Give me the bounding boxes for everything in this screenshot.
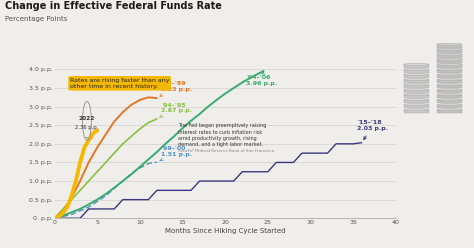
Ellipse shape bbox=[404, 63, 428, 65]
Text: 2.36 p.p.: 2.36 p.p. bbox=[75, 124, 99, 130]
FancyBboxPatch shape bbox=[437, 85, 462, 88]
Ellipse shape bbox=[437, 84, 462, 86]
Ellipse shape bbox=[437, 48, 462, 50]
FancyBboxPatch shape bbox=[437, 64, 462, 68]
Ellipse shape bbox=[437, 94, 462, 96]
FancyBboxPatch shape bbox=[437, 80, 462, 83]
FancyBboxPatch shape bbox=[404, 110, 428, 113]
FancyBboxPatch shape bbox=[437, 110, 462, 113]
Ellipse shape bbox=[437, 99, 462, 101]
Text: 2022: 2022 bbox=[79, 116, 95, 122]
FancyBboxPatch shape bbox=[437, 49, 462, 53]
Text: Source: Federal Reserve Bank of San Francisco: Source: Federal Reserve Bank of San Fran… bbox=[178, 149, 274, 154]
Ellipse shape bbox=[437, 74, 462, 76]
Ellipse shape bbox=[404, 79, 428, 81]
Ellipse shape bbox=[437, 68, 462, 70]
Ellipse shape bbox=[404, 84, 428, 86]
Ellipse shape bbox=[437, 104, 462, 106]
Text: '04–'06
3.96 p.p.: '04–'06 3.96 p.p. bbox=[246, 72, 278, 86]
Ellipse shape bbox=[404, 99, 428, 101]
FancyBboxPatch shape bbox=[404, 64, 428, 68]
Ellipse shape bbox=[404, 68, 428, 70]
Text: '94–'95
2.67 p.p.: '94–'95 2.67 p.p. bbox=[160, 102, 192, 118]
Ellipse shape bbox=[437, 109, 462, 111]
Text: '88–'89
3.23 p.p.: '88–'89 3.23 p.p. bbox=[160, 81, 192, 96]
Ellipse shape bbox=[404, 104, 428, 106]
Ellipse shape bbox=[404, 89, 428, 91]
Ellipse shape bbox=[437, 63, 462, 65]
FancyBboxPatch shape bbox=[437, 44, 462, 48]
X-axis label: Months Since Hiking Cycle Started: Months Since Hiking Cycle Started bbox=[165, 228, 285, 234]
Text: '99–'00 . . .
1.51 p.p.: '99–'00 . . . 1.51 p.p. bbox=[160, 146, 199, 161]
FancyBboxPatch shape bbox=[404, 95, 428, 98]
Ellipse shape bbox=[437, 59, 462, 61]
FancyBboxPatch shape bbox=[437, 55, 462, 58]
Text: The Fed began preemptively raising
interest rates to curb inflation risk
amid pr: The Fed began preemptively raising inter… bbox=[178, 123, 266, 147]
Ellipse shape bbox=[404, 94, 428, 96]
FancyBboxPatch shape bbox=[437, 90, 462, 93]
Text: Rates are rising faster than any
other time in recent history.: Rates are rising faster than any other t… bbox=[70, 78, 169, 89]
Ellipse shape bbox=[437, 54, 462, 56]
FancyBboxPatch shape bbox=[404, 69, 428, 73]
Ellipse shape bbox=[404, 74, 428, 76]
FancyBboxPatch shape bbox=[404, 90, 428, 93]
FancyBboxPatch shape bbox=[404, 105, 428, 108]
FancyBboxPatch shape bbox=[437, 60, 462, 63]
FancyBboxPatch shape bbox=[404, 80, 428, 83]
FancyBboxPatch shape bbox=[404, 85, 428, 88]
Text: Percentage Points: Percentage Points bbox=[5, 16, 67, 22]
FancyBboxPatch shape bbox=[437, 75, 462, 78]
FancyBboxPatch shape bbox=[404, 75, 428, 78]
Text: '15–'18
2.03 p.p.: '15–'18 2.03 p.p. bbox=[357, 120, 388, 139]
Ellipse shape bbox=[404, 109, 428, 111]
FancyBboxPatch shape bbox=[437, 100, 462, 103]
Ellipse shape bbox=[437, 43, 462, 45]
FancyBboxPatch shape bbox=[437, 95, 462, 98]
FancyBboxPatch shape bbox=[404, 100, 428, 103]
Ellipse shape bbox=[437, 79, 462, 81]
Text: Change in Effective Federal Funds Rate: Change in Effective Federal Funds Rate bbox=[5, 1, 222, 11]
Ellipse shape bbox=[437, 89, 462, 91]
FancyBboxPatch shape bbox=[437, 105, 462, 108]
FancyBboxPatch shape bbox=[437, 69, 462, 73]
